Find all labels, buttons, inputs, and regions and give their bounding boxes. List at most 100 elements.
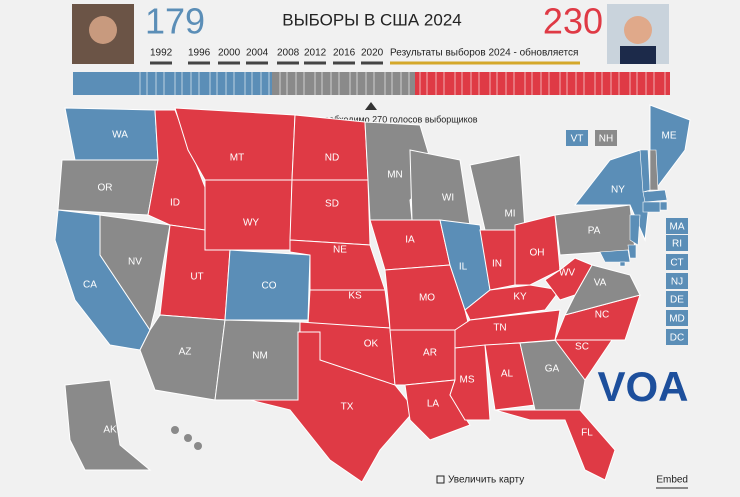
state-box-label: MD	[669, 314, 685, 325]
year[interactable]: 2020	[361, 48, 384, 59]
state-box[interactable]	[666, 329, 688, 345]
state-label: ID	[170, 198, 180, 209]
state	[64, 379, 152, 471]
right-score: 230	[543, 1, 603, 42]
embed[interactable]: Embed	[656, 475, 688, 486]
year[interactable]: 1996	[188, 48, 211, 59]
state	[554, 294, 641, 341]
state-label: OR	[98, 183, 113, 194]
state-label: MN	[387, 170, 403, 181]
year[interactable]: 2000	[218, 48, 241, 59]
state-label: MS	[460, 375, 475, 386]
state-label: OH	[530, 248, 545, 259]
state-box-label: MA	[670, 222, 685, 233]
small-state	[659, 201, 668, 211]
hawaii	[171, 426, 179, 434]
hawaii	[194, 442, 202, 450]
state-box[interactable]	[666, 291, 688, 307]
state-label: AR	[423, 348, 437, 359]
state-box[interactable]	[666, 273, 688, 289]
state-box[interactable]	[666, 254, 688, 270]
state-box[interactable]	[666, 310, 688, 326]
state-label: IL	[459, 262, 468, 273]
state-label: AL	[501, 369, 514, 380]
state-box-label: RI	[672, 239, 682, 250]
small-state	[629, 214, 641, 246]
state-label: WY	[243, 218, 259, 229]
year[interactable]: 1992	[150, 48, 173, 59]
state-box-label: DC	[670, 333, 684, 344]
state	[494, 409, 616, 481]
state-label: SC	[575, 342, 589, 353]
state-label: GA	[545, 364, 560, 375]
logo: VOA	[597, 363, 688, 410]
state	[514, 214, 561, 286]
state	[364, 121, 436, 221]
year[interactable]: 2004	[246, 48, 269, 59]
state	[649, 104, 691, 192]
state	[99, 214, 171, 332]
state	[249, 331, 416, 483]
state-box[interactable]	[566, 130, 588, 146]
pointer	[365, 102, 377, 110]
state-label: IA	[405, 235, 415, 246]
left-score: 179	[145, 1, 205, 42]
small-state	[649, 149, 659, 191]
state-label: ME	[662, 131, 677, 142]
state-label: KY	[513, 292, 527, 303]
state-label: NM	[252, 351, 268, 362]
state-box-label: NJ	[671, 277, 683, 288]
state-label: CA	[83, 280, 97, 291]
state-label: NY	[611, 185, 625, 196]
state-label: WV	[559, 268, 575, 279]
state-label: VA	[594, 278, 607, 289]
state-box-label: VT	[571, 134, 584, 145]
state-label: MO	[419, 293, 435, 304]
state-label: OK	[364, 339, 379, 350]
year[interactable]: 2012	[304, 48, 327, 59]
state-box-label: NH	[599, 134, 613, 145]
small-state	[627, 244, 637, 259]
title: ВЫБОРЫ В США 2024	[282, 10, 462, 29]
bar-red	[415, 72, 670, 95]
state-label: TN	[493, 323, 506, 334]
right-suit	[620, 46, 656, 64]
state-label: NC	[595, 310, 609, 321]
state-label: MT	[230, 153, 244, 164]
state-box[interactable]	[666, 235, 688, 251]
bar-blue	[73, 72, 272, 95]
state	[204, 179, 293, 251]
state-label: ND	[325, 153, 339, 164]
left-face	[89, 16, 117, 44]
bar-gray	[272, 72, 415, 95]
state-label: MI	[504, 209, 515, 220]
state-label: KS	[348, 291, 362, 302]
state-label: PA	[588, 226, 601, 237]
year[interactable]: 2016	[333, 48, 356, 59]
state	[454, 309, 561, 349]
state-box-label: DE	[670, 295, 684, 306]
logo-text: VOA	[597, 363, 688, 410]
state-label: LA	[427, 399, 440, 410]
small-state	[642, 189, 668, 203]
small-state	[642, 201, 661, 213]
state-label: NE	[333, 245, 347, 256]
small-state	[599, 249, 631, 263]
year[interactable]: 2008	[277, 48, 300, 59]
hawaii	[184, 434, 192, 442]
state-label: IN	[492, 259, 502, 270]
enlarge[interactable]: Увеличить карту	[448, 475, 524, 486]
state-label: SD	[325, 199, 339, 210]
checkbox[interactable]	[436, 475, 445, 484]
state-label: CO	[262, 281, 277, 292]
state-label: NV	[128, 257, 142, 268]
current-year[interactable]: Результаты выборов 2024 - обновляется	[390, 47, 578, 59]
state-box[interactable]	[666, 218, 688, 234]
state-label: AK	[103, 425, 117, 436]
state	[291, 114, 369, 181]
state-label: WA	[112, 130, 128, 141]
state-box[interactable]	[595, 130, 617, 146]
note: Для победы необходимо 270 голосов выборщ…	[266, 114, 477, 124]
state-label: AZ	[179, 347, 192, 358]
state	[544, 257, 593, 301]
